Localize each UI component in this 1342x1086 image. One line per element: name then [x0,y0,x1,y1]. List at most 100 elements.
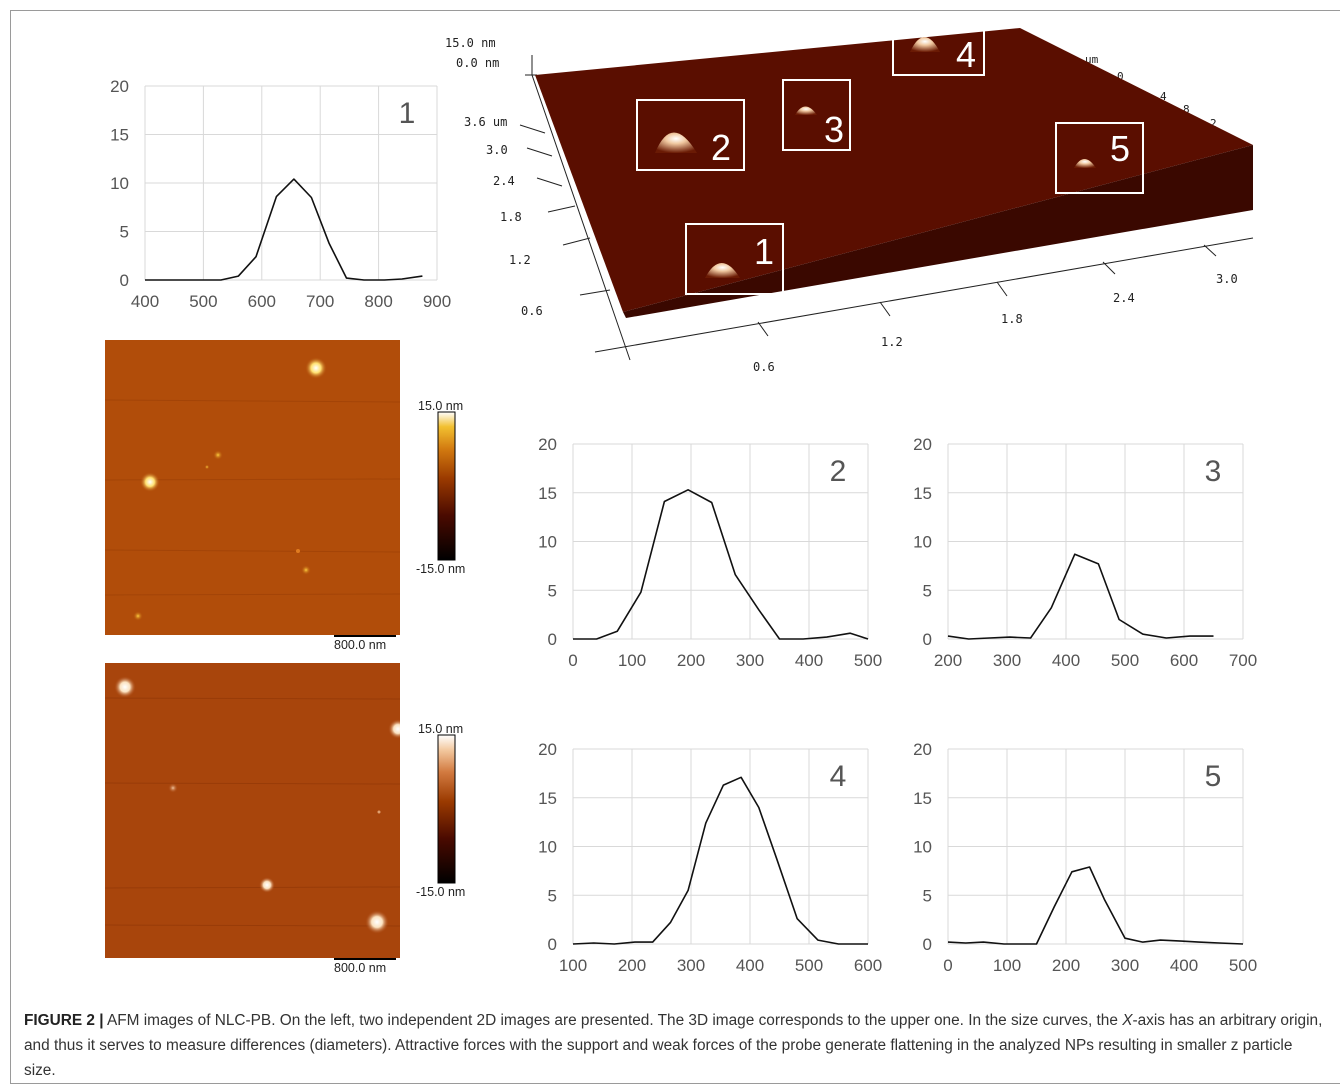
size-profile-chart-5: 0 100 200 300 400 500 0 5 10 15 20 5 [900,737,1270,977]
size-profile-chart-2: 0 100 200 300 400 500 0 5 10 15 20 2 [525,432,895,672]
y-tick-label: 15 [913,789,932,808]
y-tick-label: 1.2 [509,253,531,267]
y-tick-label: 0 [548,935,557,954]
colorbar-max-label: 15.0 nm [418,722,463,736]
x-tick-label: 300 [677,956,705,975]
nanoparticle-peak-2 [655,132,697,153]
particle-box-2-label: 2 [711,127,731,168]
chart-svg: 400 500 600 700 800 900 0 5 10 15 20 1 [110,77,451,311]
particle-box-4-label: 4 [956,34,976,75]
y-tick-label: 5 [923,581,932,600]
x-tick-label: 600 [854,956,882,975]
x-tick-label: 700 [306,292,334,311]
size-profile-line [947,553,1214,640]
x-tick-label: 500 [854,651,882,670]
particle-box-3-label: 3 [824,109,844,150]
x-tick-label: 700 [1229,651,1257,670]
y-tick-label: 20 [913,435,932,454]
scale-bar-label: 800.0 nm [334,961,387,975]
x-tick-label: 500 [1229,956,1257,975]
colorbar-min-label: -15.0 nm [416,885,465,899]
nanoparticle-5 [301,565,311,575]
nanoparticle-d [259,877,275,893]
x-tick-label: 100 [993,956,1021,975]
afm-2d-image-lower [105,663,400,958]
size-profile-line [573,488,869,640]
x-tick-label: 500 [189,292,217,311]
x-tick-label: 800 [364,292,392,311]
y-tick-label: 5 [923,886,932,905]
chart-svg: 0 100 200 300 400 500 0 5 10 15 20 5 [913,740,1257,975]
nanoparticle-2 [140,472,160,492]
nanoparticle-4 [305,357,327,379]
chart-svg: 100 200 300 400 500 600 0 5 10 15 20 4 [538,740,882,975]
x-tick-label: 1.2 [881,335,903,349]
y-tick-label: 15 [538,789,557,808]
x-tick-label: 0 [943,956,952,975]
colorbar-lower: 15.0 nm -15.0 nm [410,718,490,903]
chart-svg: 200 300 400 500 600 700 0 5 10 15 20 3 [913,435,1257,670]
panel-label: 4 [830,760,847,793]
back-axis-label: 2 [1210,117,1217,130]
x-tick-label: 900 [423,292,451,311]
back-axis-label: 0 [1117,70,1124,83]
nanoparticle-tiny [377,810,381,814]
figure-caption: FIGURE 2 | AFM images of NLC-PB. On the … [24,1008,1324,1083]
particle-box-1-label: 1 [754,231,774,272]
afm-2d-image-upper [105,340,400,635]
particle-box-2 [636,99,745,171]
nanoparticle-3 [213,450,223,460]
size-profile-line [572,776,868,945]
y-tick-label: 2.4 [493,174,515,188]
figure-frame [10,10,1340,1084]
x-tick-label: 600 [1170,651,1198,670]
afm-3d-surface-edge [623,145,1253,318]
x-tick-label: 200 [677,651,705,670]
caption-text-1: AFM images of NLC-PB. On the left, two i… [103,1012,1123,1029]
y-tick-label: 0 [120,271,129,290]
scale-bar-lower: 800.0 nm [334,958,396,978]
y-tick-label: 15 [538,484,557,503]
y-tick-label: 10 [913,533,932,552]
y-tick-label: 10 [110,174,129,193]
z-axis-zero-label: 0.0 nm [456,56,499,70]
back-axis-label: 4 [1160,90,1167,103]
panel-label: 2 [830,455,847,488]
particle-box-1 [685,223,784,295]
z-axis-max-label: 15.0 nm [445,36,496,50]
nanoparticle-peak-1 [705,263,740,278]
panel-label: 5 [1205,760,1222,793]
y-tick-label: 10 [913,838,932,857]
x-tick-label: 300 [1111,956,1139,975]
scale-bar-label: 800.0 nm [334,638,387,652]
y-tick-label: 5 [548,581,557,600]
y-tick-label: 20 [538,740,557,759]
x-tick-label: 300 [993,651,1021,670]
nanoparticle-1 [133,611,143,621]
particle-box-5 [1055,122,1144,194]
y-tick-label: 1.8 [500,210,522,224]
panel-label: 3 [1205,455,1222,488]
particle-box-4 [892,27,985,76]
x-tick-label: 200 [618,956,646,975]
y-tick-label: 3.0 [486,143,508,157]
x-tick-label: 400 [131,292,159,311]
x-tick-label: 0 [568,651,577,670]
figure-label: FIGURE 2 | [24,1012,104,1029]
nanoparticle-c [168,783,178,793]
colorbar-max-label: 15.0 nm [418,399,463,413]
y-tick-label: 15 [913,484,932,503]
y-tick-label: 3.6 um [464,115,507,129]
chart-svg: 0 100 200 300 400 500 0 5 10 15 20 2 [538,435,882,670]
size-profile-chart-4: 100 200 300 400 500 600 0 5 10 15 20 4 [525,737,895,977]
size-profile-chart-3: 200 300 400 500 600 700 0 5 10 15 20 3 [900,432,1270,672]
y-tick-label: 0 [923,630,932,649]
x-tick-label: 200 [934,651,962,670]
x-tick-label: 400 [736,956,764,975]
nanoparticle-peak-3 [795,106,817,115]
x-tick-label: 500 [795,956,823,975]
nanoparticle-b [388,719,400,739]
x-tick-label: 500 [1111,651,1139,670]
y-tick-label: 20 [110,77,129,96]
y-tick-label: 15 [110,126,129,145]
